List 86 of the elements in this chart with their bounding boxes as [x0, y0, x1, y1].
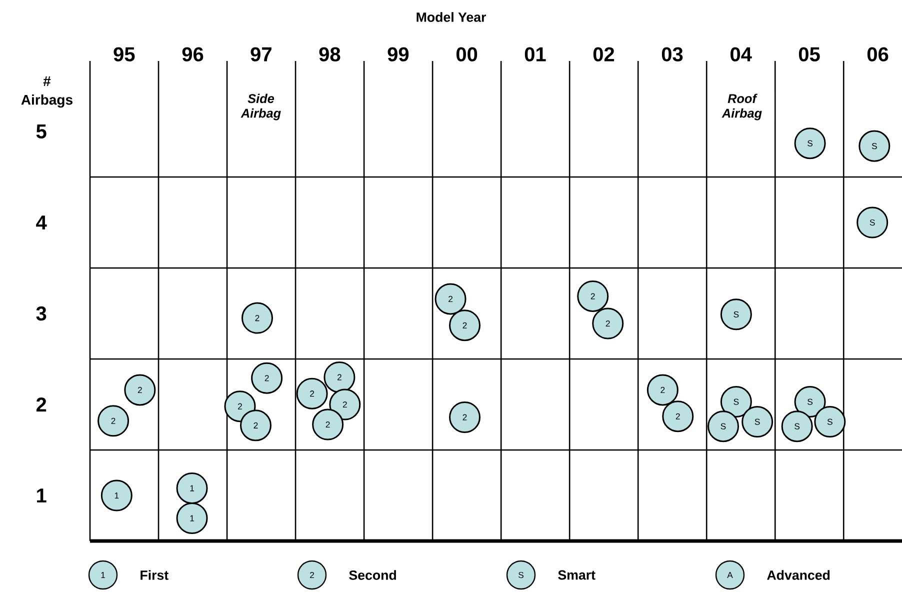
- x-tick-label: 04: [730, 47, 752, 62]
- point: [240, 410, 272, 442]
- annotation: Side Airbag: [240, 94, 281, 120]
- x-tick-label: 01: [524, 47, 546, 62]
- text: S: [808, 398, 813, 405]
- point: [241, 302, 273, 334]
- text: 2: [310, 572, 314, 578]
- point: [592, 308, 624, 340]
- annotation: Roof Airbag: [722, 94, 762, 120]
- legend-label: Second: [349, 570, 396, 580]
- text: 2: [255, 315, 260, 322]
- point: [449, 310, 481, 342]
- point: [296, 378, 328, 410]
- point: [98, 405, 130, 437]
- text: 1: [101, 572, 105, 578]
- text: 2: [238, 403, 242, 410]
- x-tick-label: 00: [456, 47, 478, 62]
- y-tick-label: 1: [37, 488, 46, 502]
- y-tick-label: 5: [36, 124, 46, 138]
- text: S: [734, 311, 739, 318]
- x-tick-label: 03: [662, 47, 683, 62]
- point: [781, 410, 813, 442]
- text: S: [754, 418, 760, 425]
- text: 2: [254, 422, 258, 428]
- point: [329, 388, 361, 420]
- legend-label: Smart: [558, 570, 596, 580]
- point: [312, 408, 344, 440]
- point: [720, 386, 752, 418]
- text: S: [720, 423, 726, 430]
- text: 2: [676, 413, 680, 420]
- point: [577, 280, 609, 312]
- x-tick-label: 02: [593, 47, 614, 62]
- legend-label: First: [140, 570, 168, 580]
- x-tick-label: 98: [319, 47, 340, 62]
- text: S: [518, 572, 524, 578]
- point: [794, 386, 826, 418]
- point: [434, 283, 466, 315]
- point: [100, 480, 132, 512]
- text: A: [727, 572, 733, 578]
- x-axis-title: Model Year: [416, 12, 486, 22]
- text: 2: [462, 414, 467, 420]
- point: [794, 128, 826, 160]
- point: [251, 362, 283, 394]
- text: S: [872, 143, 877, 150]
- annotation: 2: [138, 386, 142, 393]
- point: [449, 401, 481, 433]
- point: [124, 374, 156, 406]
- x-tick-label: 96: [182, 47, 204, 62]
- point: [646, 374, 678, 406]
- text: 2: [462, 322, 467, 328]
- text: S: [870, 219, 875, 226]
- text: 2: [337, 374, 342, 380]
- annotation: 1: [114, 492, 119, 498]
- point: [324, 361, 356, 393]
- x-tick-label: 95: [114, 47, 135, 62]
- point: [708, 410, 740, 442]
- text: 2: [310, 390, 314, 397]
- point: [662, 400, 694, 432]
- text: 2: [448, 296, 452, 302]
- text: 2: [342, 401, 347, 408]
- y-tick-label: 2: [36, 398, 46, 412]
- text: 2: [660, 386, 665, 393]
- text: S: [794, 423, 800, 430]
- point: [814, 406, 846, 438]
- point: [176, 472, 208, 504]
- x-tick-label: 06: [867, 47, 888, 62]
- y-tick-label: 3: [36, 306, 46, 321]
- text: 2: [606, 320, 610, 327]
- x-tick-label: 97: [250, 47, 272, 62]
- text: 2: [590, 293, 595, 300]
- y-axis-title: # Airbags: [21, 76, 72, 108]
- text: 2: [111, 418, 116, 424]
- text: 2: [264, 375, 269, 382]
- x-tick-label: 05: [798, 47, 820, 62]
- text: 1: [190, 485, 194, 492]
- annotation: S: [808, 140, 813, 146]
- text: 1: [190, 515, 194, 522]
- text: S: [827, 418, 832, 425]
- y-tick-label: 4: [36, 216, 47, 230]
- point: [176, 502, 208, 534]
- text: 2: [326, 422, 330, 428]
- point: [742, 406, 774, 438]
- legend-label: Advanced: [767, 570, 830, 580]
- x-tick-label: 99: [388, 47, 409, 62]
- text: S: [734, 398, 739, 405]
- point: [720, 298, 752, 330]
